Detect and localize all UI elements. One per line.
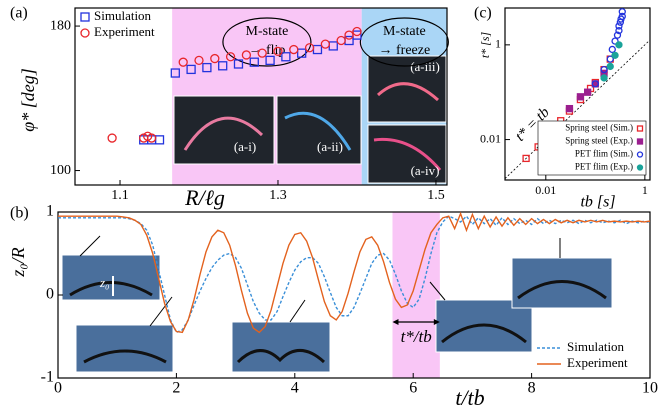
legend-label: Simulation (567, 339, 625, 354)
y-tick-label: 0.01 (480, 131, 501, 145)
x-axis-label: R/ℓg (184, 185, 225, 210)
photo-label: (a-i) (234, 139, 256, 154)
photo (76, 325, 173, 372)
span-label: M-state (246, 24, 289, 39)
marker (585, 89, 591, 95)
x-tick-label: 1 (642, 183, 648, 197)
marker (566, 106, 572, 112)
legend-label: Spring steel (Sim.) (565, 123, 633, 133)
photo-label: (a-iv) (411, 163, 440, 178)
pointer (80, 236, 100, 256)
y-axis-label: t* [s] (478, 31, 492, 58)
y-axis-label: z₀/R (8, 247, 28, 277)
x-tick-label: 1.1 (111, 188, 129, 203)
x-tick-label: 1.3 (269, 188, 287, 203)
y-tick-label: 180 (50, 18, 71, 33)
legend-label: Spring steel (Exp.) (565, 136, 633, 146)
legend-label: Simulation (94, 8, 152, 23)
x-axis-label: tb [s] (580, 194, 615, 211)
marker (616, 42, 622, 48)
y-tick-label: 0 (46, 286, 54, 303)
pointer (290, 300, 305, 322)
x-tick-label: 6 (409, 380, 417, 397)
marker (607, 63, 613, 69)
marker (108, 134, 116, 142)
legend-label: Experiment (567, 355, 628, 370)
marker (638, 165, 643, 170)
panel-label: (a) (10, 5, 28, 22)
y-tick-label: 1 (495, 37, 501, 51)
marker (612, 52, 618, 58)
photo-label: (a-iii) (410, 59, 440, 74)
marker (81, 13, 89, 21)
legend-label: Experiment (94, 24, 155, 39)
marker (601, 75, 607, 81)
y-tick-label: -1 (41, 369, 54, 386)
panel-label: (b) (10, 205, 29, 222)
marker (609, 46, 615, 52)
span-label: M-state (383, 24, 426, 39)
marker (577, 94, 583, 100)
marker (638, 139, 643, 144)
legend-label: PET flim (Sim.) (575, 149, 633, 159)
span-label: t*/tb (401, 327, 432, 346)
x-tick-label: 4 (291, 380, 299, 397)
y-tick-label: 1 (46, 203, 54, 220)
y-tick-label: 100 (50, 163, 71, 178)
marker (81, 29, 89, 37)
x-tick-label: 0.01 (535, 183, 556, 197)
legend-label: PET flim (Exp.) (575, 162, 633, 172)
photos-b: z₀ (62, 236, 612, 372)
x-tick-label: 10 (642, 380, 658, 397)
x-tick-label: 2 (172, 380, 180, 397)
photo-label: (a-ii) (317, 139, 343, 154)
x-tick-label: 1.5 (427, 188, 445, 203)
photo (174, 96, 274, 164)
photo-label: z₀ (99, 275, 110, 290)
figure: (a-i) (a-ii) (a-iii) (a-iv) z₀ M-state → … (0, 0, 659, 415)
photo (62, 255, 160, 300)
panel-label: (c) (474, 5, 492, 22)
highlight-span (392, 212, 439, 378)
photo (232, 322, 330, 372)
marker (156, 136, 164, 144)
x-tick-label: 8 (528, 380, 536, 397)
span-label: → freeze (379, 43, 431, 58)
x-axis-label: t/tb (455, 385, 484, 410)
x-tick-label: 0 (54, 380, 62, 397)
y-axis-label: φ* [deg] (18, 68, 38, 131)
